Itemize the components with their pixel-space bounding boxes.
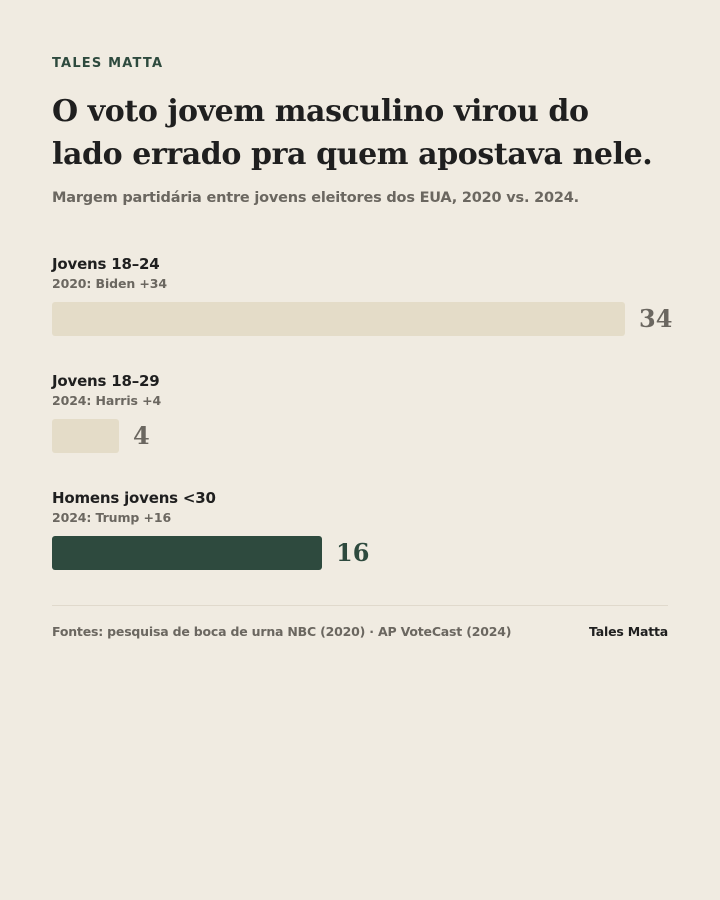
bar-value-label: 34: [639, 304, 673, 333]
footer-divider: [52, 605, 668, 606]
bar-row: Jovens 18–24 2020: Biden +34 34: [52, 254, 672, 336]
category-label: Jovens 18–24: [52, 255, 160, 273]
bar-line: 4: [52, 419, 668, 453]
bar-line: 34: [52, 302, 672, 336]
category-note: 2024: Harris +4: [52, 393, 162, 408]
kicker: TALES MATTA: [52, 56, 164, 71]
bar-row: Homens jovens <30 2024: Trump +16 16: [52, 488, 668, 570]
category-label: Jovens 18–29: [52, 372, 160, 390]
bar-line: 16: [52, 536, 668, 570]
source-note: Fontes: pesquisa de boca de urna NBC (20…: [52, 624, 512, 639]
bar-row: Jovens 18–29 2024: Harris +4 4: [52, 371, 668, 453]
bar: [52, 302, 625, 336]
chart-title: O voto jovem masculino virou do lado err…: [52, 94, 653, 172]
bar-value-label: 16: [336, 538, 370, 567]
category-label: Homens jovens <30: [52, 489, 216, 507]
category-note: 2020: Biden +34: [52, 276, 167, 291]
category-note: 2024: Trump +16: [52, 510, 172, 525]
bar-chart: Jovens 18–24 2020: Biden +34 34 Jovens 18–2…: [52, 254, 672, 570]
bar-value-label: 4: [133, 421, 150, 450]
chart-subtitle: Margem partidária entre jovens eleitores…: [52, 190, 579, 206]
brand-name: Tales Matta: [589, 624, 668, 639]
bar: [52, 536, 322, 570]
footer: Fontes: pesquisa de boca de urna NBC (20…: [52, 624, 668, 639]
bar: [52, 419, 119, 453]
